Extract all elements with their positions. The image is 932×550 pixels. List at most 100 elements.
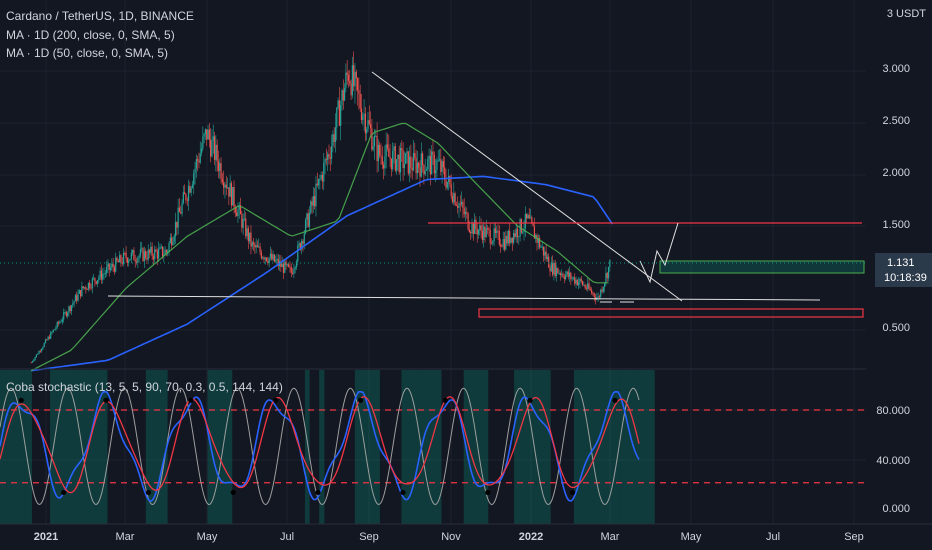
candle-body (39, 351, 41, 352)
candle-body (158, 248, 160, 259)
candle-body (328, 154, 330, 158)
time-tick: Mar (116, 531, 135, 543)
candle-body (325, 159, 327, 160)
candle-body (259, 246, 261, 253)
candle-body (438, 159, 441, 161)
candle-body (289, 266, 291, 268)
candle-body (575, 279, 577, 284)
price-tick: 2.500 (882, 115, 910, 127)
candle-body (319, 178, 321, 180)
candle-body (298, 243, 300, 246)
stochastic-pivot-dot (273, 397, 279, 403)
projection-path[interactable] (639, 222, 679, 284)
price-axis[interactable]: 3.000 2.500 2.000 1.500 0.500 1.131 10:1… (866, 0, 932, 525)
ma200-line (31, 175, 614, 372)
candle-body (464, 212, 467, 215)
candle-body (394, 146, 396, 171)
candle-body (284, 261, 286, 273)
candle-body (389, 156, 391, 159)
candle-body (125, 253, 127, 259)
candle-body (113, 267, 116, 272)
candle-body (405, 153, 407, 164)
candle-body (584, 284, 586, 288)
candle-body (281, 263, 283, 268)
candle-body (220, 163, 222, 180)
oscillator-legend[interactable]: Coba stochastic (13, 5, 5, 90, 70, 0.3, … (6, 380, 283, 394)
candle-body (350, 83, 352, 96)
candle-body (562, 273, 564, 277)
currency-label[interactable]: 3 USDT (886, 8, 926, 20)
candle-body (549, 267, 551, 272)
candle-body (78, 290, 80, 294)
candle-body (232, 187, 234, 206)
candle-body (468, 229, 471, 232)
candle-body (527, 214, 529, 219)
price-pane[interactable] (0, 51, 866, 372)
candle-body (360, 108, 363, 121)
candle-body (454, 193, 456, 205)
candle-body (168, 243, 170, 252)
candle-body (43, 343, 45, 347)
candle-body (76, 295, 78, 301)
candle-body (552, 262, 554, 275)
candle-body (516, 228, 519, 238)
candle-body (145, 251, 147, 258)
candle-body (600, 289, 602, 297)
candle-body (558, 273, 560, 274)
candle-body (358, 90, 360, 94)
candle-body (81, 286, 83, 297)
target-zone-box[interactable] (659, 260, 865, 274)
oscillator-band (533, 370, 551, 524)
oscillator-pane[interactable] (0, 370, 866, 524)
support-line[interactable] (107, 295, 821, 301)
candle-body (353, 65, 355, 87)
candle-body (59, 321, 61, 324)
symbol-title[interactable]: Cardano / TetherUS, 1D, BINANCE (6, 9, 194, 23)
candle-body (607, 266, 610, 279)
candle-body (236, 212, 238, 217)
candle-body (233, 187, 235, 208)
support-zone-box[interactable] (478, 308, 864, 318)
candle-body (250, 232, 252, 247)
candle-body (440, 159, 442, 172)
candle-body (529, 217, 532, 219)
downtrend-line[interactable] (371, 71, 683, 302)
candle-body (507, 230, 510, 244)
candle-body (82, 286, 84, 289)
candle-body (587, 283, 589, 289)
time-tick: May (197, 531, 218, 543)
candle-body (164, 250, 166, 255)
candle-body (185, 194, 187, 201)
candle-body (359, 93, 361, 109)
candle-body (64, 312, 66, 313)
oscillator-band (304, 370, 310, 524)
candle-body (444, 167, 446, 180)
candle-body (193, 173, 195, 185)
candle-body (524, 213, 526, 229)
candle-body (46, 339, 48, 341)
ma200-legend[interactable]: MA · 1D (200, close, 0, SMA, 5) (6, 28, 175, 42)
stochastic-pivot-dot (485, 489, 491, 496)
candle-body (466, 212, 468, 214)
candle-body (241, 214, 243, 228)
candle-body (155, 249, 157, 252)
candle-body (111, 263, 113, 268)
ma50-legend[interactable]: MA · 1D (50, close, 0, SMA, 5) (6, 46, 169, 60)
price-tick: 3.000 (882, 63, 910, 75)
candle-body (385, 144, 387, 157)
candle-body (428, 155, 430, 160)
candle-body (483, 226, 485, 241)
candle-body (267, 260, 269, 264)
candle-body (450, 184, 452, 197)
candle-body (559, 273, 562, 276)
candle-body (416, 162, 418, 174)
time-axis[interactable]: 2021 Mar May Jul Sep Nov 2022 Mar May Ju… (0, 523, 932, 543)
candle-body (338, 100, 340, 126)
candle-body (520, 219, 523, 233)
candle-body (345, 72, 347, 89)
candle-body (121, 262, 123, 264)
candle-body (138, 255, 140, 258)
candle-body (474, 219, 476, 234)
